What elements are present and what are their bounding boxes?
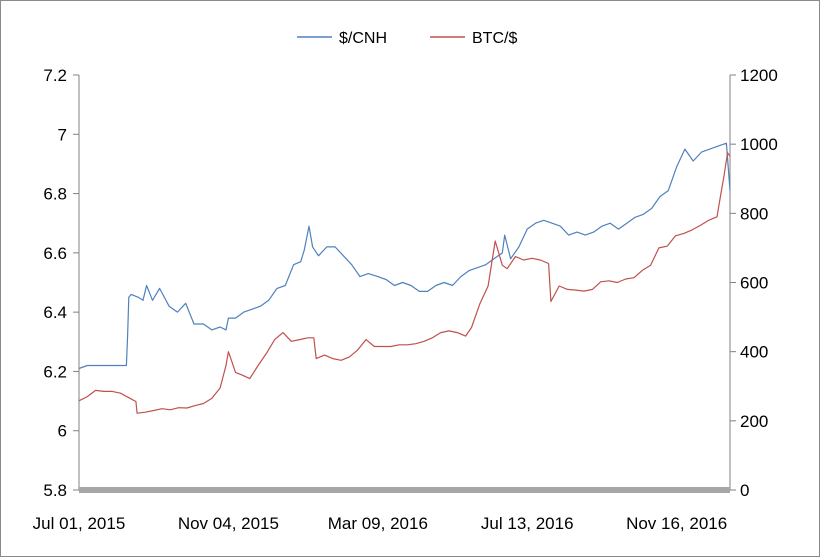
- series-line-btc-usd: [78, 152, 731, 414]
- right-tick-label: 0: [740, 481, 749, 500]
- right-tick-label: 1000: [740, 135, 778, 154]
- left-tick-label: 5.8: [43, 481, 67, 500]
- x-tick-label: Jul 13, 2016: [481, 514, 574, 533]
- right-tick-label: 600: [740, 274, 768, 293]
- left-axis-ticks: 5.8 6 6.2 6.4 6.6 6.8 7 7.2: [43, 66, 79, 500]
- right-tick-label: 400: [740, 343, 768, 362]
- right-tick-label: 200: [740, 412, 768, 431]
- left-tick-label: 6: [58, 422, 67, 441]
- series-line-usd-cnh: [78, 142, 731, 370]
- x-axis-band: [79, 487, 730, 493]
- axes: [78, 75, 731, 493]
- left-tick-label: 6.2: [43, 362, 67, 381]
- x-tick-label: Jul 01, 2015: [33, 514, 126, 533]
- x-tick-label: Nov 16, 2016: [626, 514, 727, 533]
- left-tick-label: 7.2: [43, 66, 67, 85]
- left-tick-label: 6.6: [43, 244, 67, 263]
- legend: $/CNH BTC/$: [297, 30, 517, 47]
- right-tick-label: 1200: [740, 66, 778, 85]
- x-tick-label: Nov 04, 2015: [178, 514, 279, 533]
- left-tick-label: 6.4: [43, 303, 67, 322]
- x-tick-label: Mar 09, 2016: [328, 514, 428, 533]
- right-tick-label: 800: [740, 204, 768, 223]
- x-axis-ticks: Jul 01, 2015 Nov 04, 2015 Mar 09, 2016 Jul …: [33, 514, 728, 533]
- series-layer: [78, 142, 731, 414]
- legend-label-btc-usd: BTC/$: [472, 30, 517, 47]
- left-tick-label: 7: [58, 125, 67, 144]
- legend-label-usd-cnh: $/CNH: [339, 30, 387, 47]
- left-tick-label: 6.8: [43, 185, 67, 204]
- right-axis-ticks: 0 200 400 600 800 1000 1200: [730, 66, 778, 500]
